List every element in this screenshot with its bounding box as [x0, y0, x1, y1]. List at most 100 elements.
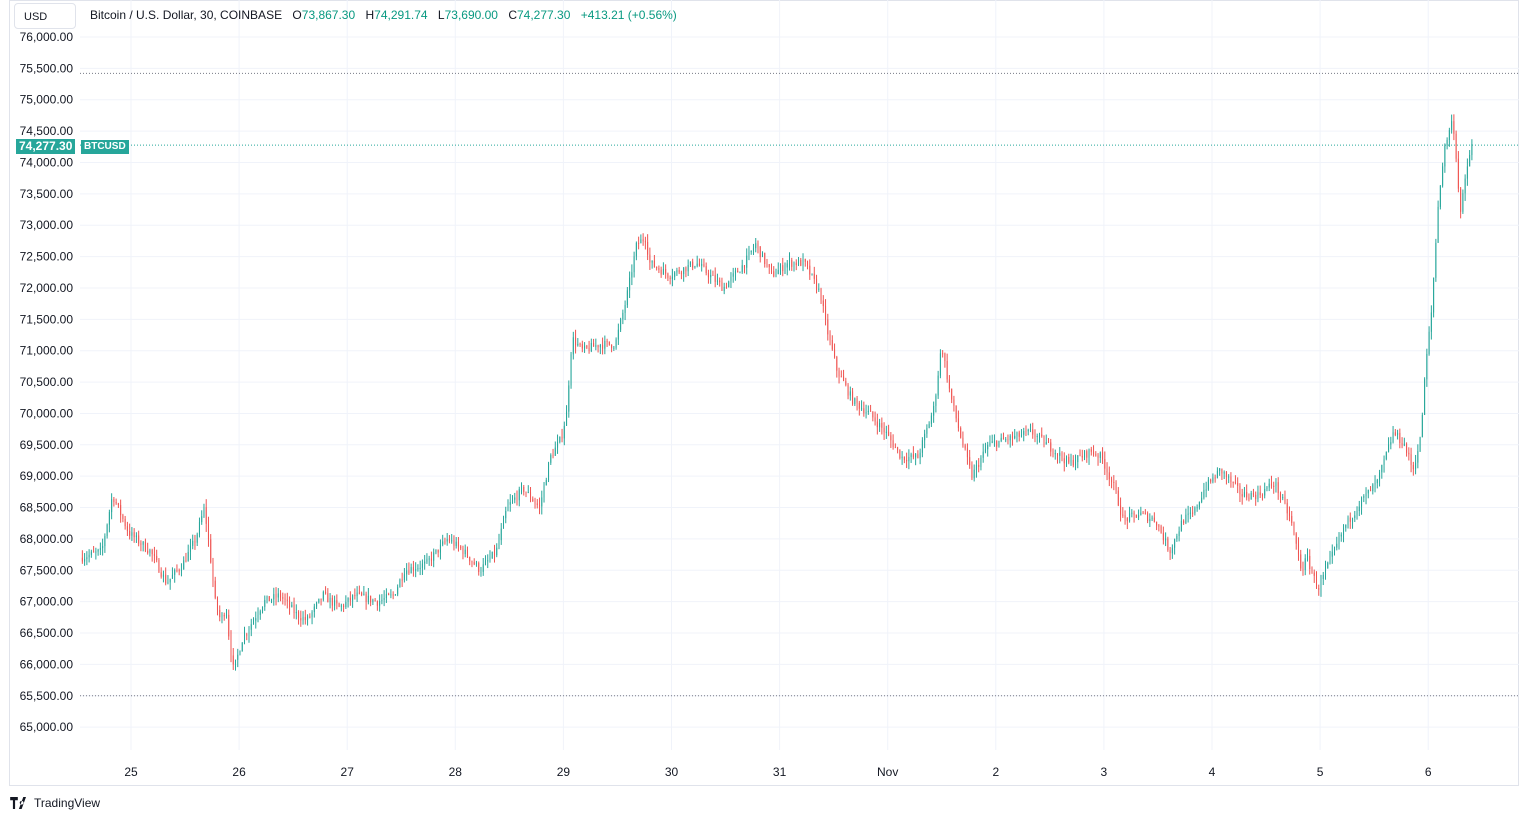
candle-body: [579, 343, 581, 345]
candle-body: [1408, 452, 1410, 455]
candle-body: [108, 512, 110, 525]
candle-body: [1424, 379, 1426, 416]
candle-body: [403, 574, 405, 580]
candle-body: [1011, 435, 1013, 439]
candle-body: [336, 600, 338, 604]
candle-body: [1433, 277, 1435, 313]
tradingview-brand[interactable]: TradingView: [10, 796, 100, 810]
y-tick-label: 74,000.00: [20, 155, 74, 169]
candle-body: [1239, 485, 1241, 495]
candle-body: [973, 469, 975, 479]
candle-body: [892, 440, 894, 448]
candle-body: [1133, 512, 1135, 515]
candle-body: [1410, 454, 1412, 465]
candle-body: [392, 594, 394, 596]
candlestick-chart[interactable]: 76,000.00 75,500.00 75,000.00 74,500.00 74,0…: [0, 0, 1528, 786]
candle-body: [957, 418, 959, 429]
candle-body: [120, 505, 122, 516]
candle-body: [1372, 484, 1374, 492]
candle-body: [649, 254, 651, 263]
candle-body: [502, 518, 504, 529]
candle-body: [131, 532, 133, 536]
candle-body: [248, 629, 250, 635]
candle-body: [1131, 512, 1133, 514]
candle-body: [1086, 451, 1088, 458]
candle-body: [1009, 435, 1011, 441]
candle-body: [1185, 514, 1187, 524]
candle-body: [1338, 536, 1340, 544]
candle-body: [325, 591, 327, 594]
candle-body: [1228, 476, 1230, 478]
candle-body: [1367, 489, 1369, 494]
currency-selector[interactable]: USD: [14, 3, 76, 29]
candle-body: [861, 408, 863, 410]
candle-body: [811, 273, 813, 275]
candle-body: [656, 267, 658, 269]
candle-body: [207, 523, 209, 540]
candle-body: [1385, 451, 1387, 460]
candle-body: [714, 275, 716, 282]
candle-body: [1453, 121, 1455, 134]
candle-body: [1297, 543, 1299, 555]
candle-body: [460, 546, 462, 549]
candle-body: [1144, 512, 1146, 514]
open-label: O: [292, 8, 302, 22]
candle-body: [153, 554, 155, 556]
candle-body: [660, 269, 662, 275]
candle-body: [1038, 434, 1040, 436]
candle-body: [327, 593, 329, 603]
candle-body: [142, 541, 144, 545]
candle-body: [1462, 193, 1464, 212]
candle-body: [97, 549, 99, 552]
candle-body: [1361, 497, 1363, 507]
candle-body: [363, 593, 365, 596]
candle-body: [676, 270, 678, 273]
candle-body: [514, 497, 516, 500]
candle-body: [1178, 531, 1180, 536]
candle-body: [1005, 439, 1007, 441]
candle-body: [1162, 532, 1164, 541]
candle-body: [313, 606, 315, 613]
candle-body: [1365, 493, 1367, 497]
candle-body: [484, 560, 486, 565]
candle-body: [784, 267, 786, 272]
candle-body: [712, 274, 714, 276]
candle-body: [322, 591, 324, 600]
candle-body: [748, 251, 750, 256]
candle-body: [1124, 515, 1126, 519]
candle-body: [1097, 455, 1099, 458]
candle-body: [687, 265, 689, 272]
candle-body: [1246, 492, 1248, 498]
candle-body: [1207, 479, 1209, 490]
candle-body: [180, 569, 182, 571]
candle-body: [716, 280, 718, 282]
change-value: +413.21 (+0.56%): [580, 8, 677, 22]
candle-body: [1149, 518, 1151, 522]
candle-body: [1167, 538, 1169, 551]
y-tick-label: 76,000.00: [20, 30, 74, 44]
candle-body: [1352, 517, 1354, 522]
candle-body: [908, 456, 910, 462]
candle-body: [1426, 353, 1428, 380]
candle-body: [140, 543, 142, 545]
candle-body: [1187, 513, 1189, 515]
candle-body: [86, 557, 88, 559]
y-tick-label: 69,000.00: [20, 469, 74, 483]
candle-body: [365, 593, 367, 603]
candle-body: [1095, 454, 1097, 456]
candle-body: [212, 562, 214, 581]
candle-body: [406, 570, 408, 575]
candle-body: [1469, 155, 1471, 167]
candle-body: [1466, 166, 1468, 179]
candle-body: [1084, 451, 1086, 458]
candle-body: [1388, 444, 1390, 452]
candle-body: [759, 246, 761, 258]
candle-body: [757, 243, 759, 247]
symbol-description[interactable]: Bitcoin / U.S. Dollar, 30, COINBASE: [90, 8, 283, 22]
candle-body: [885, 431, 887, 433]
candle-body: [552, 455, 554, 457]
candle-body: [730, 276, 732, 282]
candle-body: [1135, 514, 1137, 518]
candle-body: [901, 456, 903, 459]
candle-body: [138, 535, 140, 544]
